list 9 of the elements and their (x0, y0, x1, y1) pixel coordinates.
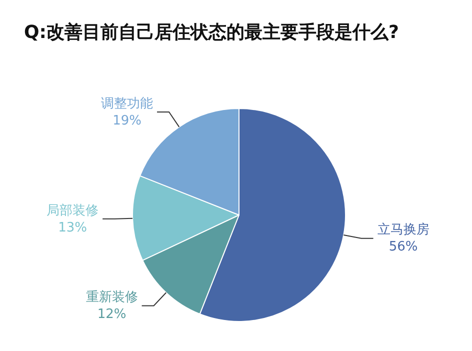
slice-label: 局部装修 (46, 203, 99, 218)
data-label: 12% (97, 307, 126, 322)
slice-label: 立马换房 (377, 222, 430, 238)
data-label: 56% (388, 240, 418, 255)
slice-label: 调整功能 (101, 96, 154, 112)
slice-label: 重新装修 (86, 290, 138, 306)
data-label: 19% (112, 113, 142, 128)
data-label: 13% (58, 220, 88, 236)
chart-title: Q:改善目前自己居住状态的最主要手段是什么? (24, 21, 399, 44)
